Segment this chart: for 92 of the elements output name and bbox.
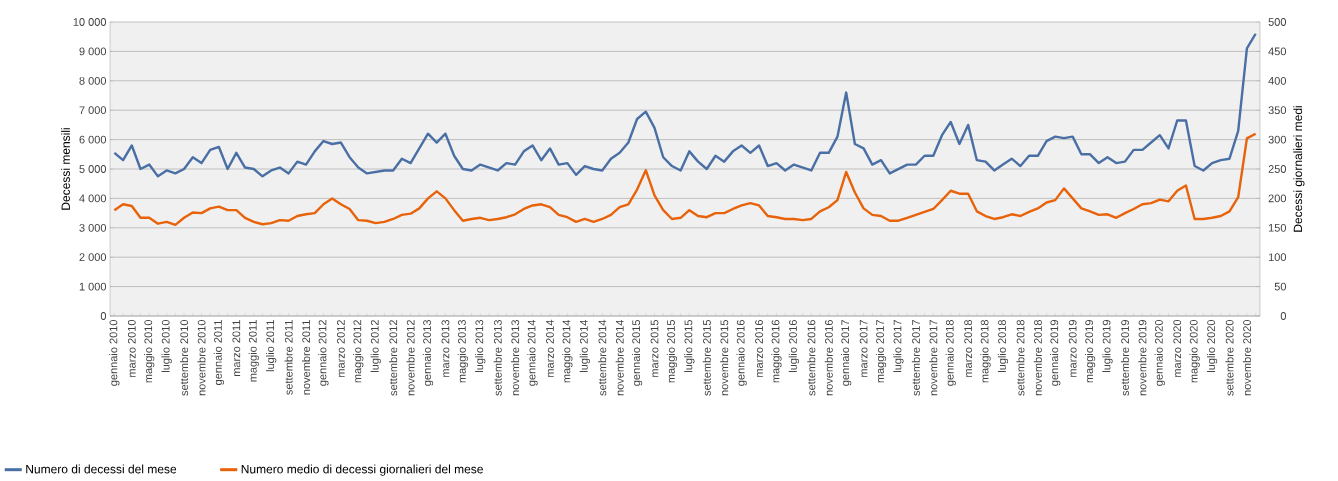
- x-tick-label: gennaio 2017: [841, 320, 852, 386]
- y-tick-label: 5 000: [79, 165, 107, 173]
- x-tick-label: marzo 2018: [964, 320, 973, 377]
- x-tick-label: marzo 2010: [127, 319, 136, 377]
- x-tick-label: marzo 2019: [1068, 320, 1077, 377]
- y-tick-label: 1 000: [79, 282, 107, 291]
- x-tick-label: settembre 2014: [598, 319, 607, 396]
- x-tick-label: luglio 2015: [684, 320, 695, 372]
- y2-tick-label: 250: [1268, 165, 1287, 173]
- x-tick-label: luglio 2020: [1206, 319, 1218, 372]
- x-tick-label: novembre 2016: [824, 320, 833, 396]
- legend-label: Numero medio di decessi giornalieri del mese: [241, 464, 483, 476]
- y-tick-label: 4 000: [79, 194, 107, 203]
- y2-tick-label: 50: [1274, 282, 1287, 291]
- x-tick-label: maggio 2013: [457, 320, 468, 383]
- y2-tick-label: 300: [1268, 135, 1287, 144]
- x-tick-label: settembre 2018: [1016, 320, 1025, 396]
- x-tick-label: gennaio 2013: [422, 320, 434, 386]
- x-tick-label: novembre 2013: [511, 320, 520, 396]
- y2-tick-label: 400: [1268, 76, 1287, 85]
- x-tick-label: settembre 2016: [807, 320, 816, 396]
- x-tick-label: novembre 2012: [406, 320, 415, 396]
- x-tick-label: maggio 2017: [875, 320, 887, 383]
- y2-tick-label: 200: [1268, 194, 1287, 203]
- x-tick-label: luglio 2016: [788, 320, 800, 372]
- x-tick-label: luglio 2019: [1102, 320, 1113, 372]
- x-tick-label: settembre 2020: [1225, 319, 1234, 396]
- x-tick-label: novembre 2014: [615, 319, 624, 396]
- x-tick-label: maggio 2020: [1189, 319, 1200, 383]
- x-tick-label: novembre 2020: [1242, 319, 1251, 396]
- y-tick-label: 9 000: [79, 47, 107, 56]
- x-tick-label: marzo 2012: [337, 320, 345, 377]
- x-tick-label: maggio 2015: [666, 320, 678, 383]
- y-tick-label: 6 000: [79, 135, 107, 144]
- x-tick-label: gennaio 2015: [631, 320, 643, 386]
- x-tick-label: luglio 2011: [266, 320, 277, 372]
- x-tick-label: settembre 2010: [180, 319, 189, 396]
- x-tick-label: marzo 2015: [650, 320, 659, 377]
- y-axis-title: Decessi mensili: [61, 128, 70, 210]
- y-tick-label: 10 000: [73, 18, 107, 26]
- x-tick-label: maggio 2018: [980, 320, 991, 383]
- x-tick-label: gennaio 2020: [1154, 319, 1165, 386]
- x-tick-label: novembre 2015: [720, 320, 729, 396]
- y-tick-label: 0: [100, 312, 107, 320]
- x-tick-label: settembre 2013: [493, 320, 502, 396]
- x-tick-label: settembre 2012: [389, 320, 398, 396]
- y2-tick-label: 100: [1268, 253, 1287, 262]
- y2-tick-label: 500: [1268, 18, 1287, 26]
- x-tick-label: novembre 2011: [302, 320, 311, 395]
- y-tick-label: 3 000: [79, 223, 107, 232]
- y-tick-label: 2 000: [79, 253, 107, 262]
- y-tick-label: 7 000: [79, 106, 107, 115]
- x-tick-label: settembre 2017: [911, 320, 920, 396]
- x-tick-label: luglio 2018: [997, 320, 1009, 372]
- x-tick-label: gennaio 2019: [1050, 320, 1061, 386]
- x-tick-label: settembre 2011: [284, 320, 293, 395]
- x-tick-label: luglio 2017: [893, 320, 904, 372]
- x-tick-label: gennaio 2018: [945, 320, 956, 386]
- legend-label: Numero di decessi del mese: [26, 464, 177, 474]
- x-tick-label: maggio 2011: [248, 320, 259, 382]
- x-tick-label: marzo 2017: [859, 320, 868, 377]
- y2-tick-label: 0: [1280, 312, 1287, 320]
- x-tick-label: settembre 2015: [702, 320, 711, 396]
- x-tick-label: gennaio 2012: [318, 320, 329, 386]
- x-tick-label: luglio 2013: [475, 320, 486, 372]
- x-tick-label: gennaio 2010: [109, 319, 120, 386]
- x-tick-label: marzo 2011: [232, 320, 241, 377]
- x-tick-label: marzo 2020: [1173, 319, 1182, 377]
- x-tick-label: luglio 2014: [579, 319, 590, 372]
- x-tick-label: maggio 2010: [144, 319, 155, 383]
- x-tick-label: marzo 2014: [546, 319, 554, 377]
- y2-tick-label: 450: [1268, 47, 1287, 56]
- x-tick-label: marzo 2016: [755, 320, 763, 377]
- x-tick-label: maggio 2016: [771, 320, 782, 383]
- x-tick-label: novembre 2018: [1033, 320, 1042, 396]
- x-tick-label: maggio 2014: [562, 319, 573, 383]
- x-tick-label: luglio 2010: [161, 319, 172, 372]
- x-tick-label: settembre 2019: [1120, 320, 1129, 396]
- x-tick-label: novembre 2010: [197, 319, 206, 396]
- y-tick-label: 8 000: [79, 76, 107, 85]
- x-tick-label: gennaio 2016: [736, 320, 747, 386]
- x-tick-label: novembre 2017: [929, 320, 938, 396]
- y2-tick-label: 350: [1268, 106, 1287, 115]
- x-tick-label: novembre 2019: [1138, 320, 1147, 396]
- x-tick-label: marzo 2013: [441, 320, 450, 377]
- x-tick-label: gennaio 2011: [213, 320, 225, 385]
- x-tick-label: gennaio 2014: [527, 319, 538, 386]
- x-tick-label: luglio 2012: [370, 320, 381, 372]
- y2-tick-label: 150: [1268, 223, 1287, 232]
- y2-axis-title: Decessi giornalieri medi: [1293, 106, 1305, 232]
- x-tick-label: maggio 2019: [1084, 320, 1096, 383]
- x-tick-label: maggio 2012: [353, 320, 364, 383]
